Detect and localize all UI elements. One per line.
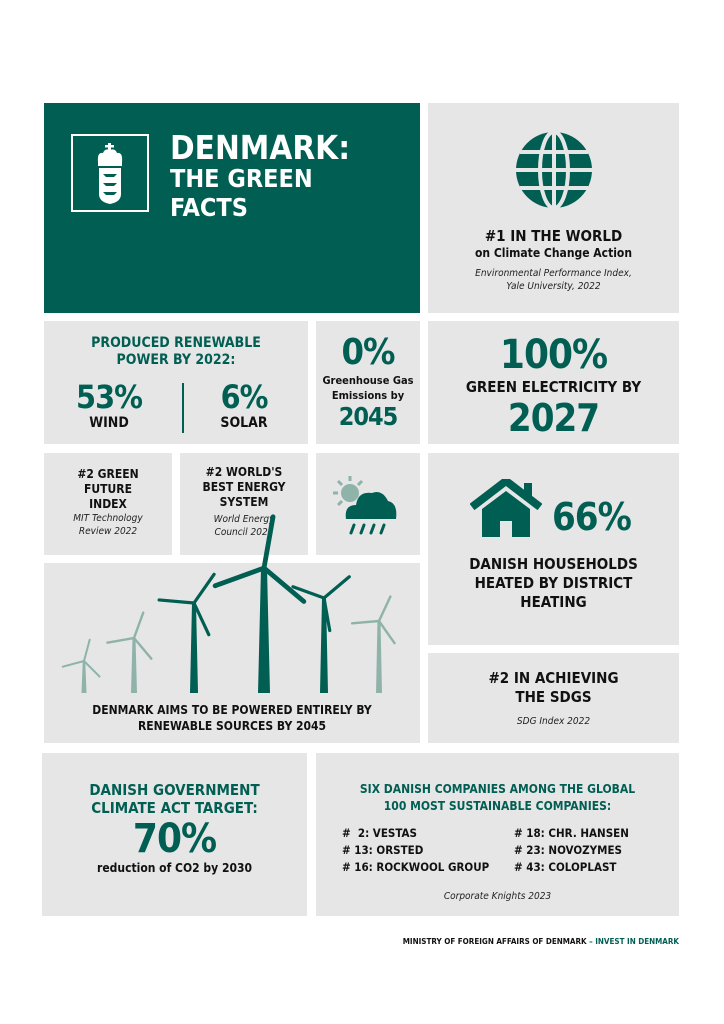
- coat-of-arms-emblem: [71, 134, 149, 212]
- page-title: DENMARK: THE GREEN FACTS: [170, 131, 350, 222]
- sun-cloud-rain-icon: [333, 476, 397, 535]
- green-future-2: FUTURE: [84, 482, 132, 496]
- climate-act-title-2: CLIMATE ACT TARGET:: [91, 799, 258, 817]
- heating-value: 66%: [552, 495, 632, 539]
- companies-title-2: 100 MOST SUSTAINABLE COMPANIES:: [383, 799, 612, 813]
- sdg-line-1: #2 IN ACHIEVING: [488, 669, 619, 687]
- companies-title-1: SIX DANISH COMPANIES AMONG THE GLOBAL: [359, 782, 636, 796]
- weather-panel: [316, 453, 420, 555]
- energy-system-source-1: World Energy: [213, 514, 275, 525]
- companies-list: # 2: VESTAS # 18: CHR. HANSEN # 13: ORST…: [342, 825, 679, 876]
- green-electricity-panel: 100% GREEN ELECTRICITY BY 2027: [428, 321, 679, 444]
- emissions-label-2: Emissions by: [331, 389, 405, 402]
- energy-system-1: #2 WORLD'S: [205, 465, 283, 479]
- wind-label: WIND: [89, 415, 129, 431]
- wind-turbine: [212, 514, 307, 693]
- energy-system-panel: #2 WORLD'S BEST ENERGY SYSTEM World Ener…: [180, 453, 308, 555]
- footer-ministry: MINISTRY OF FOREIGN AFFAIRS OF DENMARK: [402, 937, 587, 946]
- climate-act-value: 70%: [132, 816, 217, 862]
- world-rank-headline: #1 IN THE WORLD: [484, 227, 623, 245]
- wind-goal-line-1: DENMARK AIMS TO BE POWERED ENTIRELY BY: [92, 703, 372, 717]
- company-item: # 13: ORSTED: [342, 843, 424, 857]
- world-rank-source-2: Yale University, 2022: [506, 281, 601, 292]
- solar-label: SOLAR: [220, 415, 268, 431]
- sdg-source: SDG Index 2022: [516, 716, 591, 727]
- wind-goal-line-2: RENEWABLE SOURCES BY 2045: [137, 719, 327, 733]
- wind-turbine: [61, 638, 101, 693]
- company-item: # 43: COLOPLAST: [514, 860, 617, 874]
- heating-line-3: HEATING: [520, 593, 587, 611]
- wind-value: 53%: [76, 378, 143, 416]
- climate-act-panel: DANISH GOVERNMENT CLIMATE ACT TARGET: 70…: [42, 753, 307, 916]
- emissions-year: 2045: [338, 402, 399, 431]
- hero-panel: DENMARK: THE GREEN FACTS: [44, 103, 420, 313]
- world-rank-panel: #1 IN THE WORLD on Climate Change Action…: [428, 103, 679, 313]
- renewable-power-panel: PRODUCED RENEWABLE POWER BY 2022: 53% WI…: [44, 321, 308, 444]
- energy-system-source-2: Council 2022: [214, 527, 274, 538]
- wind-turbine: [157, 572, 216, 693]
- globe-icon: [516, 130, 592, 210]
- heating-line-1: DANISH HOUSEHOLDS: [469, 555, 638, 573]
- sdg-panel: #2 IN ACHIEVING THE SDGS SDG Index 2022: [428, 653, 679, 743]
- energy-system-3: SYSTEM: [219, 495, 269, 509]
- wind-turbines-icon: [61, 514, 396, 693]
- green-future-1: #2 GREEN: [77, 467, 139, 481]
- companies-source: Corporate Knights 2023: [443, 891, 552, 902]
- emissions-panel: 0% Greenhouse Gas Emissions by 2045: [316, 321, 420, 444]
- district-heating-panel: 66% DANISH HOUSEHOLDS HEATED BY DISTRICT…: [428, 453, 679, 645]
- emissions-label-1: Greenhouse Gas: [322, 374, 414, 387]
- heating-line-2: HEATED BY DISTRICT: [474, 574, 633, 592]
- green-future-panel: #2 GREEN FUTURE INDEX MIT Technology Rev…: [44, 453, 172, 555]
- wind-turbine: [291, 575, 351, 693]
- house-icon: [470, 479, 542, 537]
- wind-turbine: [350, 595, 396, 693]
- companies-panel: SIX DANISH COMPANIES AMONG THE GLOBAL 10…: [316, 753, 679, 916]
- electricity-label: GREEN ELECTRICITY BY: [465, 378, 642, 396]
- company-item: # 18: CHR. HANSEN: [514, 826, 629, 840]
- wind-goal-panel: DENMARK AIMS TO BE POWERED ENTIRELY BY R…: [44, 514, 420, 743]
- company-item: # 23: NOVOZYMES: [514, 843, 622, 857]
- energy-system-2: BEST ENERGY: [202, 480, 286, 494]
- sdg-line-2: THE SDGS: [515, 688, 592, 706]
- climate-act-title-1: DANISH GOVERNMENT: [89, 781, 260, 799]
- company-item: # 2: VESTAS: [342, 826, 417, 840]
- electricity-year: 2027: [507, 396, 600, 440]
- climate-act-label: reduction of CO2 by 2030: [97, 861, 252, 875]
- world-rank-source-1: Environmental Performance Index,: [475, 268, 632, 279]
- green-future-source-1: MIT Technology: [73, 513, 143, 524]
- title-line-1: DENMARK:: [170, 128, 351, 167]
- footer-brand: INVEST IN DENMARK: [595, 937, 679, 946]
- footer-separator: –: [586, 937, 596, 946]
- company-item: # 16: ROCKWOOL GROUP: [342, 860, 490, 874]
- wind-turbine: [106, 611, 153, 693]
- renewable-title-1: PRODUCED RENEWABLE: [91, 335, 261, 351]
- electricity-value: 100%: [499, 332, 608, 378]
- title-line-3: FACTS: [170, 193, 248, 222]
- title-line-2: THE GREEN: [170, 164, 313, 193]
- emissions-value: 0%: [341, 332, 396, 373]
- renewable-title-2: POWER BY 2022:: [116, 352, 236, 368]
- green-future-3: INDEX: [89, 497, 127, 511]
- green-future-source-2: Review 2022: [78, 526, 138, 537]
- solar-value: 6%: [220, 378, 269, 416]
- divider: [182, 383, 184, 433]
- world-rank-subline: on Climate Change Action: [474, 246, 633, 260]
- footer: MINISTRY OF FOREIGN AFFAIRS OF DENMARK –…: [393, 928, 679, 955]
